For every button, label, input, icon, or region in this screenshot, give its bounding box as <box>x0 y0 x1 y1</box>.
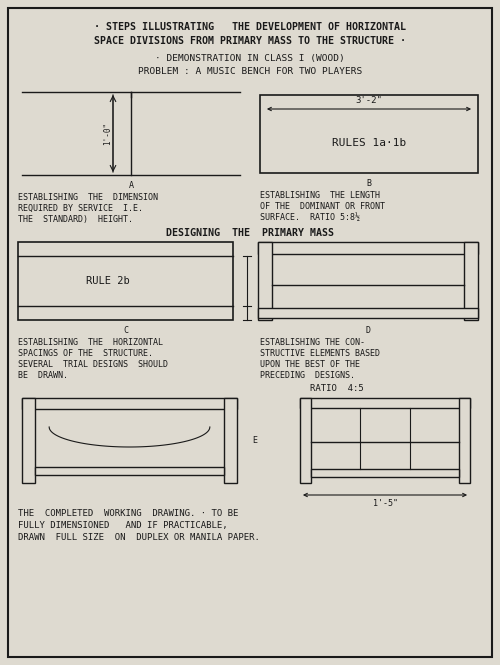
Text: STRUCTIVE ELEMENTS BASED: STRUCTIVE ELEMENTS BASED <box>260 349 380 358</box>
Bar <box>300 398 470 408</box>
Text: D: D <box>366 326 370 335</box>
Text: E: E <box>252 436 258 445</box>
Text: ESTABLISHING THE CON-: ESTABLISHING THE CON- <box>260 338 365 347</box>
Bar <box>35 467 224 475</box>
Bar <box>258 242 478 254</box>
Text: BE  DRAWN.: BE DRAWN. <box>18 371 68 380</box>
Text: C: C <box>123 326 128 335</box>
Bar <box>18 242 233 320</box>
Text: 3'-2": 3'-2" <box>356 96 382 105</box>
Bar <box>258 308 478 318</box>
Text: RULE 2b: RULE 2b <box>86 276 130 286</box>
Text: B: B <box>366 179 372 188</box>
Bar <box>22 398 35 483</box>
Text: RULES 1a·1b: RULES 1a·1b <box>332 138 406 148</box>
Text: THE  COMPLETED  WORKING  DRAWING. · TO BE: THE COMPLETED WORKING DRAWING. · TO BE <box>18 509 238 518</box>
Bar <box>464 242 478 320</box>
Bar <box>22 398 237 409</box>
Text: DRAWN  FULL SIZE  ON  DUPLEX OR MANILA PAPER.: DRAWN FULL SIZE ON DUPLEX OR MANILA PAPE… <box>18 533 260 542</box>
Text: FULLY DIMENSIONED   AND IF PRACTICABLE,: FULLY DIMENSIONED AND IF PRACTICABLE, <box>18 521 228 530</box>
Text: PROBLEM : A MUSIC BENCH FOR TWO PLAYERS: PROBLEM : A MUSIC BENCH FOR TWO PLAYERS <box>138 67 362 76</box>
Bar <box>300 398 311 483</box>
Text: ESTABLISHING  THE LENGTH: ESTABLISHING THE LENGTH <box>260 191 380 200</box>
Text: RATIO  4:5: RATIO 4:5 <box>310 384 364 393</box>
Text: SPACE DIVISIONS FROM PRIMARY MASS TO THE STRUCTURE ·: SPACE DIVISIONS FROM PRIMARY MASS TO THE… <box>94 36 406 46</box>
Bar <box>258 242 272 320</box>
Text: SPACINGS OF THE  STRUCTURE.: SPACINGS OF THE STRUCTURE. <box>18 349 153 358</box>
Text: 1'-5": 1'-5" <box>372 499 398 508</box>
Text: PRECEDING  DESIGNS.: PRECEDING DESIGNS. <box>260 371 355 380</box>
Text: 1'-0": 1'-0" <box>104 122 112 145</box>
Text: UPON THE BEST OF THE: UPON THE BEST OF THE <box>260 360 360 369</box>
Bar <box>311 469 459 477</box>
Bar <box>459 398 470 483</box>
Text: ESTABLISHING  THE  DIMENSION: ESTABLISHING THE DIMENSION <box>18 193 158 202</box>
Text: ESTABLISHING  THE  HORIZONTAL: ESTABLISHING THE HORIZONTAL <box>18 338 163 347</box>
Text: DESIGNING  THE  PRIMARY MASS: DESIGNING THE PRIMARY MASS <box>166 228 334 238</box>
Text: · DEMONSTRATION IN CLASS I (WOOD): · DEMONSTRATION IN CLASS I (WOOD) <box>155 54 345 63</box>
Bar <box>260 95 478 173</box>
Text: · STEPS ILLUSTRATING   THE DEVELOPMENT OF HORIZONTAL: · STEPS ILLUSTRATING THE DEVELOPMENT OF … <box>94 22 406 32</box>
Text: SURFACE.  RATIO 5:8½: SURFACE. RATIO 5:8½ <box>260 213 360 222</box>
Bar <box>224 398 237 483</box>
Text: A: A <box>128 181 134 190</box>
Text: REQUIRED BY SERVICE  I.E.: REQUIRED BY SERVICE I.E. <box>18 204 143 213</box>
Text: SEVERAL  TRIAL DESIGNS  SHOULD: SEVERAL TRIAL DESIGNS SHOULD <box>18 360 168 369</box>
Text: OF THE  DOMINANT OR FRONT: OF THE DOMINANT OR FRONT <box>260 202 385 211</box>
Text: THE  STANDARD)  HEIGHT.: THE STANDARD) HEIGHT. <box>18 215 133 224</box>
